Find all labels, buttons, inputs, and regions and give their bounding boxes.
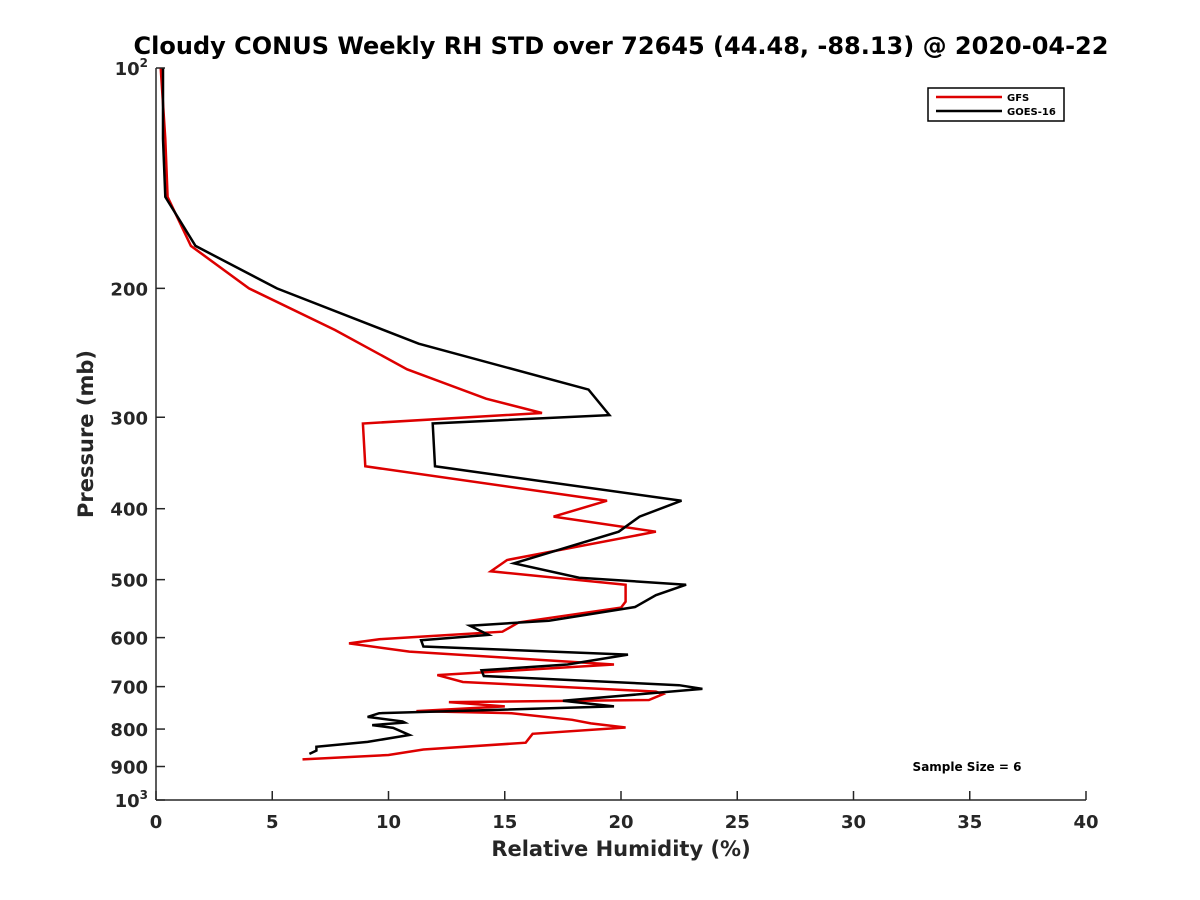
y-tick-label: 800 [110,720,148,741]
sample-size-annotation: Sample Size = 6 [913,760,1022,774]
y-tick-label: 500 [110,571,148,592]
y-tick-label: 600 [110,629,148,650]
x-tick-label: 15 [492,812,517,833]
x-tick-label: 30 [841,812,866,833]
x-tick-label: 35 [957,812,982,833]
y-ticks: 102 200 300 400 500 600 700 800 900 103 [110,56,165,812]
y-tick-label: 400 [110,500,148,521]
y-tick-label: 102 [115,56,148,80]
legend-label: GFS [1007,93,1029,104]
chart-title: Cloudy CONUS Weekly RH STD over 72645 (4… [134,32,1109,60]
legend-label: GOES-16 [1007,107,1056,118]
y-tick-label: 103 [115,788,148,812]
y-axis-label: Pressure (mb) [74,350,98,518]
x-tick-label: 20 [608,812,633,833]
legend-box [927,87,1065,122]
y-tick-label: 300 [110,408,148,429]
x-tick-label: 0 [150,812,163,833]
x-tick-label: 5 [266,812,279,833]
x-axis-label: Relative Humidity (%) [491,837,750,861]
legend: GFS GOES-16 [927,87,1065,122]
x-ticks: 0 5 10 15 20 25 30 35 40 [150,791,1099,833]
series-line-goes-16 [161,68,703,756]
x-tick-label: 40 [1073,812,1098,833]
y-tick-label: 900 [110,758,148,779]
x-tick-label: 10 [376,812,401,833]
y-tick-label: 700 [110,678,148,699]
plot-area [159,67,703,761]
series-line-gfs [159,67,667,761]
x-tick-label: 25 [725,812,750,833]
y-tick-label: 200 [110,279,148,300]
